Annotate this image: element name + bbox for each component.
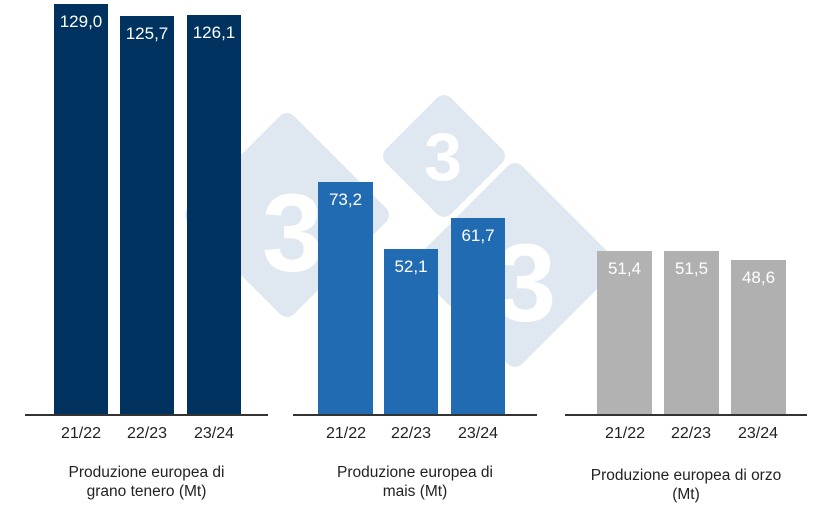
title-line: grano tenero (Mt) — [86, 483, 207, 500]
value-label: 73,2 — [328, 190, 363, 209]
bar-mais-21-22: 73,2 — [318, 182, 373, 414]
value-label: 129,0 — [59, 12, 103, 31]
bar-orzo-22-23: 51,5 — [664, 251, 719, 414]
x-tick-label: 21/22 — [325, 425, 367, 442]
bar-grano-23-24: 126,1 — [187, 15, 241, 414]
x-axis-line — [293, 414, 537, 416]
value-label: 52,1 — [394, 257, 428, 276]
x-axis-line — [25, 414, 268, 416]
bar-orzo-21-22: 51,4 — [597, 251, 652, 414]
title-line: Produzione europea di — [337, 464, 493, 481]
bar-mais-22-23: 52,1 — [384, 249, 438, 414]
value-label: 61,7 — [461, 226, 495, 245]
x-tick-label: 22/23 — [390, 425, 432, 442]
x-tick-label: 22/23 — [670, 425, 712, 442]
value-label: 125,7 — [125, 24, 169, 43]
title-line: Produzione europea di orzo — [590, 467, 782, 484]
bar-grano-21-22: 129,0 — [54, 4, 108, 414]
x-tick-label: 23/24 — [457, 425, 499, 442]
title-line: Produzione europea di — [68, 464, 225, 481]
x-tick-label: 21/22 — [60, 425, 102, 442]
chart-title: Produzione europea di mais (Mt) — [293, 463, 537, 501]
watermark-digit-right: 3 — [495, 222, 557, 345]
value-label: 51,4 — [607, 259, 642, 278]
bar-orzo-23-24: 48,6 — [731, 260, 786, 414]
watermark-digit-left: 3 — [262, 172, 324, 295]
x-tick-label: 22/23 — [126, 425, 168, 442]
watermark-digit-top: 3 — [424, 119, 462, 195]
title-line: (Mt) — [672, 486, 700, 503]
title-line: mais (Mt) — [382, 483, 448, 500]
chart-title: Produzione europea di orzo (Mt) — [560, 466, 812, 504]
bar-grano-22-23: 125,7 — [120, 16, 174, 414]
x-tick-label: 23/24 — [737, 425, 779, 442]
x-tick-label: 23/24 — [193, 425, 235, 442]
value-label: 51,5 — [674, 259, 709, 278]
x-axis-line — [565, 414, 807, 416]
bar-mais-23-24: 61,7 — [451, 218, 505, 414]
x-tick-label: 21/22 — [604, 425, 646, 442]
value-label: 126,1 — [192, 23, 236, 42]
chart-title: Produzione europea di grano tenero (Mt) — [25, 463, 268, 501]
value-label: 48,6 — [741, 268, 776, 287]
